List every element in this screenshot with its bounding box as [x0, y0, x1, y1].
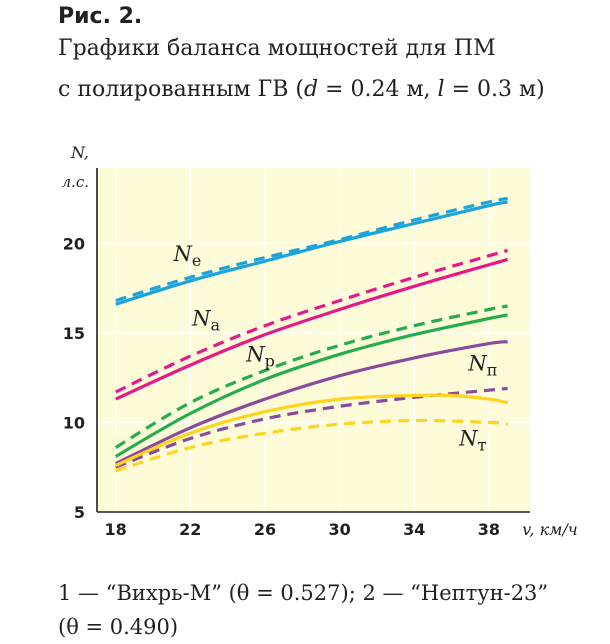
series-nt-solid — [115, 393, 508, 467]
curve-label-a: Na — [191, 307, 220, 335]
y-tick-label: 20 — [63, 234, 85, 253]
caption-line-1: Графики баланса мощностей для ПМ — [58, 36, 496, 61]
x-tick-label: 34 — [403, 520, 425, 539]
caption-d-value: = 0.24 м, — [318, 77, 438, 102]
series-np-solid — [114, 313, 508, 458]
curve-label-п: Nп — [467, 351, 497, 379]
x-tick-label: 38 — [478, 520, 500, 539]
y-tick-label: 5 — [74, 503, 85, 522]
x-tick-label: 22 — [179, 520, 201, 539]
caption-line-2: с полированным ГВ (d = 0.24 м, l = 0.3 м… — [58, 75, 545, 105]
series-nn-dashed — [115, 386, 508, 469]
power-balance-chart: 5 10 15 20 18 22 26 30 34 38 N, л.с. v, км/ч Ne Na Nр Nп… — [62, 143, 578, 539]
legend: 1 — “Вихрь-М” (θ = 0.527); 2 — “Нептун-2… — [58, 576, 548, 644]
caption-l-value: = 0.3 м) — [444, 77, 545, 102]
curve-label-т: Nт — [458, 427, 486, 455]
series-na-dashed — [115, 248, 509, 394]
caption-prefix: с полированным ГВ ( — [58, 77, 304, 102]
figure-label: Рис. 2. — [58, 4, 143, 29]
y-tick-label: 10 — [63, 413, 85, 432]
plot-area — [97, 168, 530, 512]
series-np-dashed — [114, 304, 508, 449]
series-na-solid — [115, 257, 509, 401]
curve-label-e: Ne — [173, 242, 202, 270]
y-tick-label: 15 — [63, 324, 85, 343]
series-ne-dashed — [115, 196, 508, 303]
y-axis-label-n: N, — [70, 143, 89, 162]
caption-l-variable: l — [437, 77, 445, 102]
x-tick-label: 26 — [254, 520, 276, 539]
y-axis-label-unit: л.с. — [62, 173, 90, 191]
series-nn-solid — [115, 340, 508, 466]
legend-line-2: (θ = 0.490) — [58, 615, 179, 639]
curve-label-р: Nр — [245, 343, 275, 371]
series-ne-solid — [115, 200, 508, 306]
caption-d-variable: d — [303, 77, 319, 102]
x-tick-label: 18 — [105, 520, 127, 539]
x-tick-label: 30 — [328, 520, 350, 539]
x-axis-label: v, км/ч — [522, 520, 577, 539]
legend-line-1: 1 — “Вихрь-М” (θ = 0.527); 2 — “Нептун-2… — [58, 581, 549, 605]
series-nt-dashed — [115, 418, 508, 473]
